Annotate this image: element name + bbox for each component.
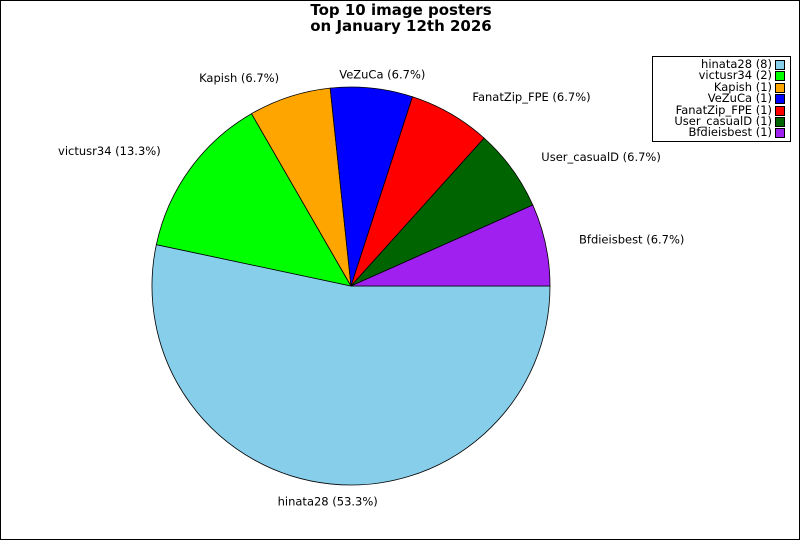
chart-title-line-2: on January 12th 2026 [310, 17, 492, 35]
legend-swatch [775, 71, 785, 82]
legend-item: hinata28 (8) [653, 57, 790, 71]
legend-label: Bfdieisbest (1) [688, 125, 772, 140]
slice-label-bfdieisbest: Bfdieisbest (6.7%) [579, 233, 684, 247]
legend-swatch [775, 60, 785, 70]
legend-item: victusr34 (2) [653, 68, 790, 83]
legend-item: Bfdieisbest (1) [653, 125, 790, 140]
pie-slice-hinata28 [151, 244, 551, 486]
slice-label-fanatzip-fpe: FanatZip_FPE (6.7%) [472, 90, 590, 104]
legend-item: User_casualD (1) [653, 113, 790, 128]
legend-label: victusr34 (2) [698, 68, 772, 83]
slice-label-hinata28: hinata28 (53.3%) [278, 495, 378, 509]
slice-label-kapish: Kapish (6.7%) [199, 71, 279, 85]
chart-title: Top 10 image posters on January 12th 202… [1, 2, 800, 34]
slice-label-victusr34: victusr34 (13.3%) [58, 144, 161, 158]
legend-item: Kapish (1) [653, 79, 790, 94]
chart-title-line-1: Top 10 image posters [310, 1, 492, 19]
legend-label: FanatZip_FPE (1) [675, 102, 772, 117]
legend: hinata28 (8) victusr34 (2) Kapish (1) VeZuC… [652, 56, 791, 142]
legend-swatch [775, 128, 785, 139]
slice-label-user-casuald: User_casualD (6.7%) [541, 150, 661, 164]
legend-swatch [775, 94, 785, 105]
pie-slice-victusr34 [155, 113, 352, 287]
pie-slice-bfdieisbest [350, 204, 551, 287]
slice-label-vezuca: VeZuCa (6.7%) [339, 67, 425, 81]
legend-label: hinata28 (8) [701, 57, 772, 71]
legend-swatch [775, 116, 785, 127]
legend-label: User_casualD (1) [674, 113, 772, 128]
legend-label: VeZuCa (1) [707, 91, 772, 106]
legend-swatch [775, 82, 785, 93]
legend-item: FanatZip_FPE (1) [653, 102, 790, 117]
legend-swatch [775, 105, 785, 116]
legend-label: Kapish (1) [713, 79, 772, 94]
legend-item: VeZuCa (1) [653, 91, 790, 106]
